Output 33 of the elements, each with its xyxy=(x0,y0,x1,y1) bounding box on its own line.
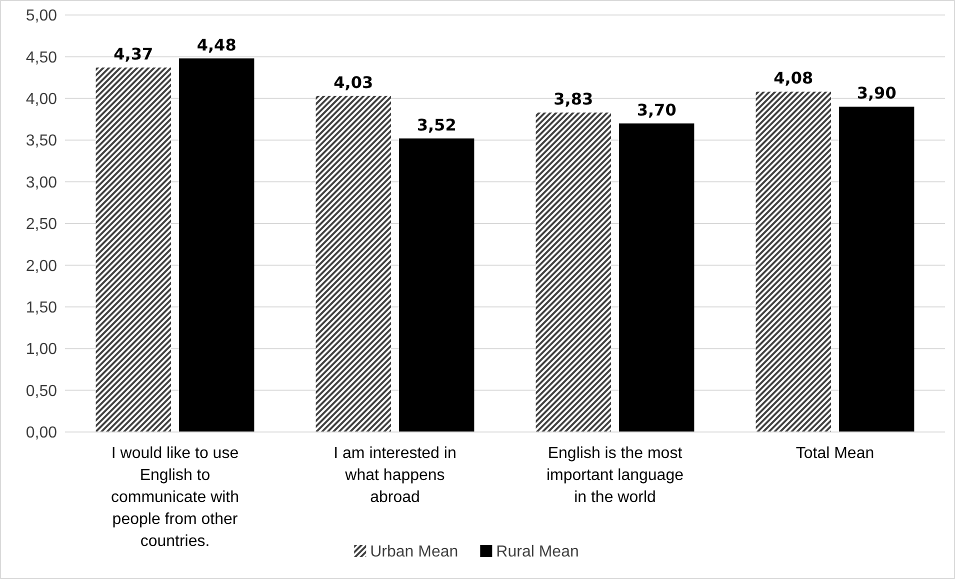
y-tick-label: 4,00 xyxy=(26,91,58,108)
bar xyxy=(316,96,391,432)
bar xyxy=(399,138,474,432)
bar xyxy=(179,58,254,432)
y-tick-label: 2,50 xyxy=(26,216,58,234)
bar xyxy=(536,112,611,432)
bar xyxy=(839,106,914,432)
y-tick-label: 0,00 xyxy=(26,424,58,442)
y-tick-label: 4,50 xyxy=(26,49,58,66)
legend-label: Urban Mean xyxy=(370,544,458,561)
y-tick-label: 2,00 xyxy=(26,258,58,275)
y-tick-label: 1,50 xyxy=(26,300,58,316)
legend-label: Rural Mean xyxy=(496,544,579,561)
data-label: 4,08 xyxy=(774,68,814,88)
x-tick-label: I am interested in what happens abroad xyxy=(334,445,456,506)
y-tick-label: 5,00 xyxy=(26,8,58,25)
x-tick-label: English is the most important language in the world xyxy=(546,445,684,506)
x-tick-label: Total Mean xyxy=(796,445,874,462)
x-tick-label: I would like to use English to communicate with people from other countries. xyxy=(110,445,240,550)
data-label: 3,52 xyxy=(416,115,456,134)
data-label: 4,37 xyxy=(114,44,154,64)
y-tick-label: 0,50 xyxy=(26,382,58,400)
bar xyxy=(96,68,171,432)
data-label: 3,90 xyxy=(856,84,896,103)
bar xyxy=(756,92,831,432)
y-tick-label: 3,00 xyxy=(26,174,58,192)
data-label: 4,03 xyxy=(334,72,374,92)
bar xyxy=(619,123,694,432)
data-label: 3,70 xyxy=(636,100,676,120)
data-label: 3,83 xyxy=(554,90,594,109)
data-label: 4,48 xyxy=(196,35,236,54)
y-tick-label: 1,00 xyxy=(26,341,58,358)
y-tick-label: 3,50 xyxy=(26,132,58,150)
